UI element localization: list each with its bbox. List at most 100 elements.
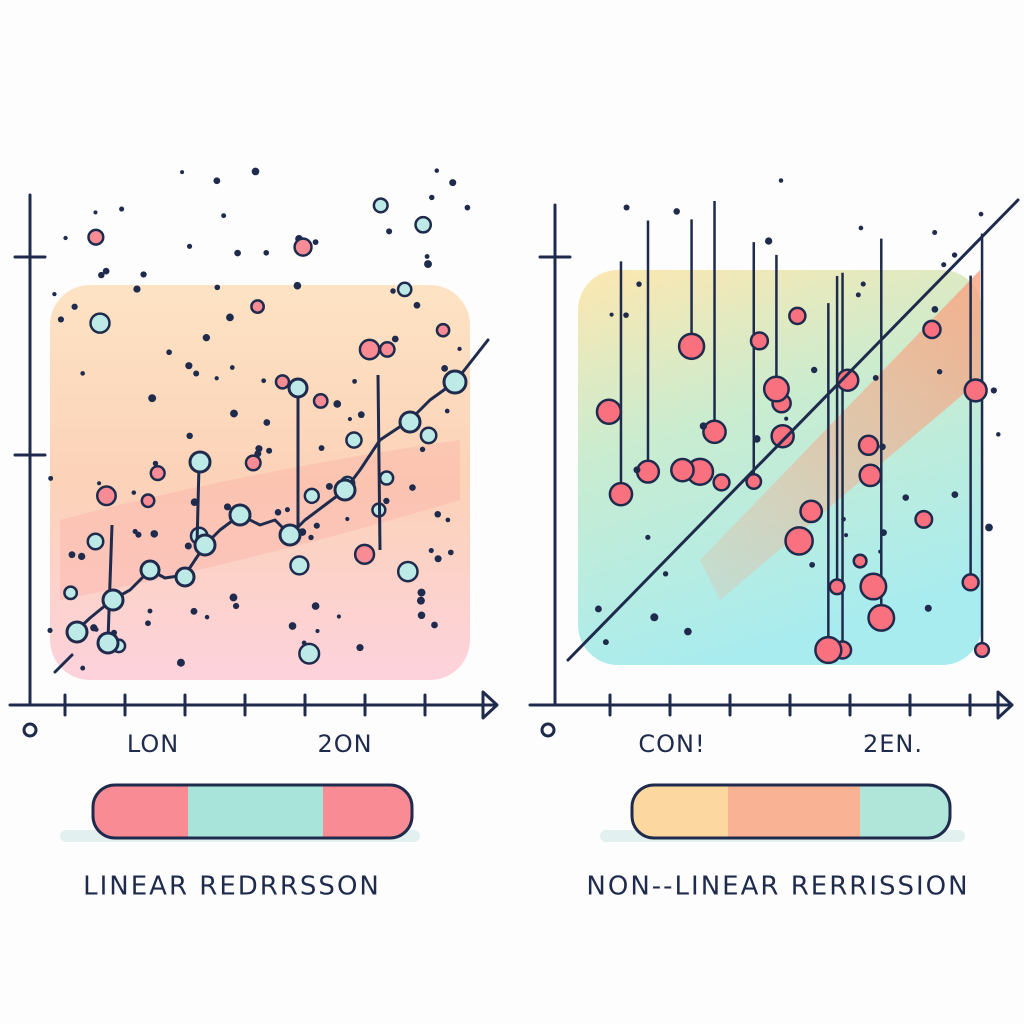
ring-dot xyxy=(353,543,376,565)
dot xyxy=(186,243,193,249)
dot xyxy=(753,435,761,443)
segment xyxy=(728,785,860,838)
ring-dot xyxy=(858,463,883,488)
dot xyxy=(132,528,138,535)
dot xyxy=(844,533,849,538)
stems xyxy=(106,374,382,641)
dot xyxy=(424,254,430,259)
point xyxy=(139,559,161,581)
dots xyxy=(47,167,471,671)
dot xyxy=(413,301,421,309)
dot xyxy=(145,620,151,627)
dot xyxy=(386,228,393,235)
dot xyxy=(57,316,65,323)
trend-band xyxy=(700,270,980,600)
trend-band xyxy=(60,440,460,600)
dot xyxy=(229,593,238,602)
dot xyxy=(434,555,442,563)
dot xyxy=(978,211,984,217)
dot xyxy=(784,416,789,421)
ring-dot xyxy=(814,635,843,665)
dot xyxy=(424,260,432,269)
axes xyxy=(8,193,499,720)
origin-mark xyxy=(540,722,556,738)
dot xyxy=(214,376,219,381)
ring-dot xyxy=(63,585,79,601)
dot xyxy=(390,288,396,294)
ring-dot xyxy=(762,375,790,403)
dot xyxy=(417,611,426,620)
dot xyxy=(333,400,342,408)
dot xyxy=(176,658,185,667)
x-label: LON xyxy=(127,730,179,758)
x-label: CON! xyxy=(638,730,705,758)
dot xyxy=(431,621,438,629)
ring-dot xyxy=(961,573,980,592)
segment xyxy=(860,785,950,838)
dot xyxy=(312,239,319,246)
ring-dot xyxy=(293,237,313,257)
point xyxy=(101,588,125,612)
segment xyxy=(93,785,188,838)
dot xyxy=(232,602,240,610)
dot xyxy=(180,170,185,175)
dot xyxy=(673,208,680,215)
ring-dot xyxy=(670,457,695,483)
ring-dot xyxy=(914,509,934,529)
legend-bar xyxy=(91,783,414,840)
dot xyxy=(924,604,932,612)
point xyxy=(287,377,309,399)
x-label: 2EN. xyxy=(863,730,923,758)
dot xyxy=(352,378,357,384)
dot xyxy=(140,271,147,278)
caption: LINEAR REDRRSSON xyxy=(83,872,381,902)
dot xyxy=(284,507,290,513)
ring-dot xyxy=(95,485,117,507)
ring-dot xyxy=(358,338,381,361)
dot xyxy=(68,551,76,559)
dot xyxy=(77,552,86,561)
dot xyxy=(274,508,282,516)
dot xyxy=(444,408,450,414)
dot xyxy=(71,303,78,310)
caption: NON--LINEAR RERRISSION xyxy=(586,872,969,902)
bar-outline xyxy=(630,783,952,840)
ring-dot xyxy=(712,473,731,492)
x-ticks xyxy=(63,693,427,717)
ring-dot xyxy=(973,641,991,659)
dot xyxy=(93,210,98,215)
dot xyxy=(119,206,125,212)
dot xyxy=(308,534,314,541)
dot xyxy=(133,285,141,293)
dot xyxy=(609,312,614,317)
ring-dot xyxy=(149,464,166,482)
dot xyxy=(47,627,53,633)
dot xyxy=(202,334,211,342)
dot xyxy=(147,608,153,614)
dot xyxy=(623,204,630,211)
dot xyxy=(858,225,864,231)
stem xyxy=(195,464,201,546)
dot xyxy=(879,443,886,451)
dot xyxy=(190,607,198,615)
dot xyxy=(166,349,172,356)
dot xyxy=(860,281,866,287)
ring-dot xyxy=(435,322,451,338)
dot xyxy=(650,613,659,622)
dot xyxy=(880,529,887,536)
dot xyxy=(98,271,105,279)
dot xyxy=(936,369,943,375)
dot xyxy=(80,371,85,376)
dot xyxy=(416,596,425,605)
dot xyxy=(186,432,193,440)
dot xyxy=(184,542,192,550)
point xyxy=(188,450,212,474)
ring-dot xyxy=(140,493,156,509)
dot xyxy=(809,561,816,568)
dot xyxy=(234,249,241,257)
dot xyxy=(449,179,457,187)
ring-dot xyxy=(799,499,824,524)
dot xyxy=(990,387,997,394)
dot xyxy=(150,530,159,538)
ring-dot xyxy=(419,426,438,445)
